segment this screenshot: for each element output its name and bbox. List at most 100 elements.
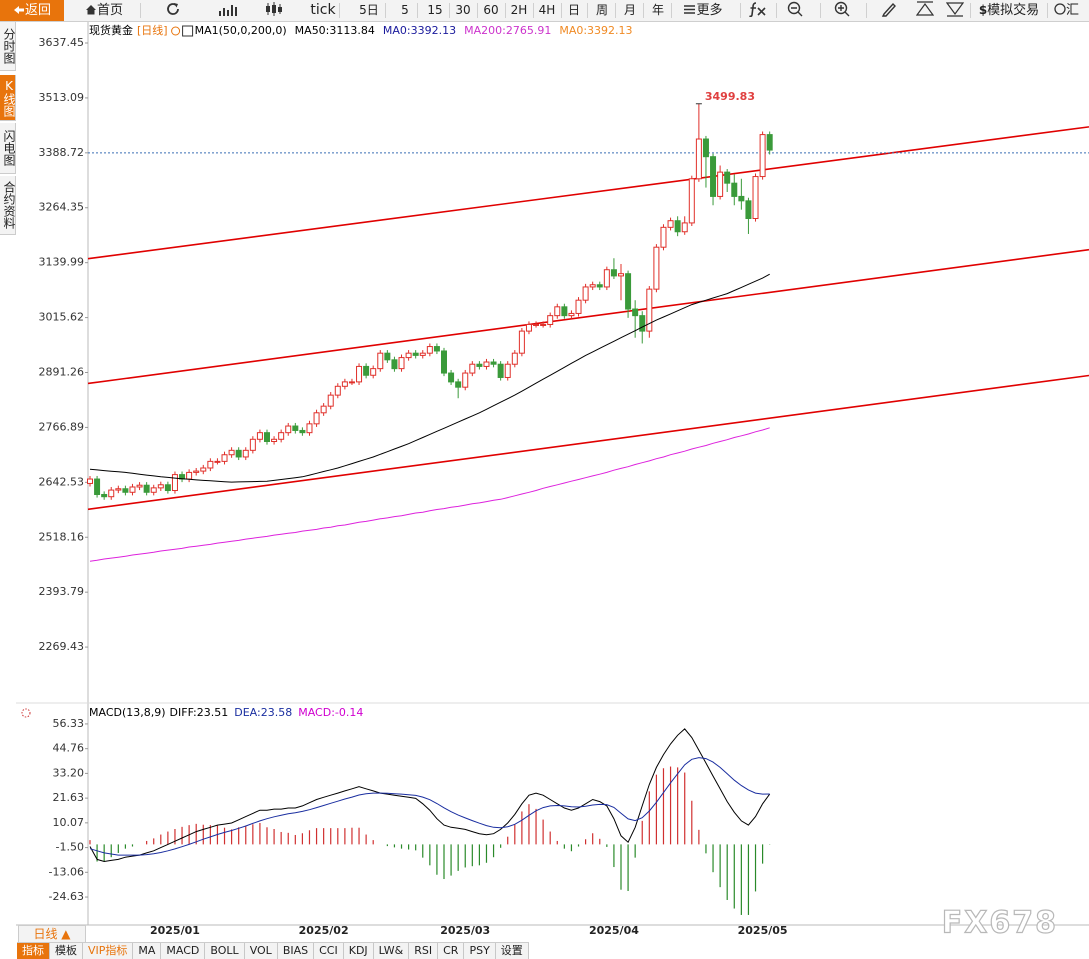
bottom-tab[interactable]: 指标 — [17, 943, 50, 959]
period-label: [日线] — [137, 23, 168, 37]
separator — [561, 3, 562, 18]
separator — [615, 3, 616, 18]
refresh-button[interactable] — [162, 0, 184, 21]
bottom-tab[interactable]: 设置 — [496, 943, 529, 959]
candle-body — [455, 381, 462, 388]
period-item[interactable]: 年 — [651, 3, 664, 17]
candle-body — [249, 438, 256, 451]
circle-icon — [1054, 3, 1066, 15]
separator — [385, 3, 386, 18]
bottom-tab[interactable]: RSI — [409, 943, 439, 959]
x-tick-label: 2025/01 — [150, 924, 200, 937]
period-item[interactable]: 15 — [427, 3, 443, 17]
chart-title: 现货黄金 — [89, 23, 133, 37]
bottom-tab[interactable]: KDJ — [344, 943, 374, 959]
side-tab[interactable]: 闪电图 — [0, 123, 16, 174]
zoom-out-icon — [787, 1, 803, 17]
bottom-tab[interactable]: VIP指标 — [83, 943, 134, 959]
home-button[interactable]: 首页 — [80, 0, 128, 21]
candle-body — [299, 429, 306, 434]
down-button[interactable] — [944, 0, 966, 21]
candle-body — [688, 178, 695, 224]
period-button[interactable]: 日线 ▲ — [18, 925, 86, 943]
candle-body — [363, 365, 370, 376]
draw-button[interactable] — [878, 0, 900, 21]
mountain-chart-button[interactable] — [216, 0, 240, 21]
y-tick-label: 3388.72 — [39, 146, 85, 159]
side-tab[interactable]: 合约资料 — [0, 176, 16, 235]
bottom-tab[interactable]: MACD — [161, 943, 206, 959]
macd-line — [89, 728, 771, 863]
candle-body — [94, 478, 101, 495]
side-tab[interactable]: K线图 — [0, 75, 16, 121]
legend-entry: MA1(50,0,200,0) — [195, 24, 287, 37]
up-button[interactable] — [914, 0, 936, 21]
period-item[interactable]: 4H — [538, 3, 556, 17]
bottom-tab[interactable]: 模板 — [50, 943, 83, 959]
x-tick-label: 2025/02 — [299, 924, 349, 937]
candle-body — [702, 138, 709, 158]
cut-button[interactable]: 汇 — [1054, 0, 1089, 21]
candle-body — [384, 352, 391, 361]
period-item[interactable]: 周 — [595, 3, 608, 17]
bottom-tab[interactable]: BIAS — [278, 943, 315, 959]
zoom-in-button[interactable] — [831, 0, 853, 21]
period-item[interactable]: tick — [310, 2, 336, 18]
bottom-tab[interactable]: VOL — [245, 943, 278, 959]
period-item[interactable]: 月 — [623, 3, 636, 17]
candle-body — [101, 493, 108, 498]
bottom-tab[interactable]: CCI — [314, 943, 344, 959]
menu-icon — [684, 5, 696, 14]
zoom-out-button[interactable] — [784, 0, 806, 21]
candle-body — [271, 438, 278, 442]
y-tick-label: -24.63 — [49, 890, 84, 903]
bottom-tab[interactable]: LW& — [374, 943, 410, 959]
period-item[interactable]: 5 — [401, 3, 409, 17]
trend-line — [87, 374, 1089, 511]
candle-body — [370, 368, 377, 376]
period-icon — [171, 26, 181, 36]
bottom-tab[interactable]: PSY — [464, 943, 496, 959]
y-tick-label: 2518.16 — [39, 530, 85, 543]
candle-body — [603, 269, 610, 288]
period-item[interactable]: 日 — [567, 3, 580, 17]
separator — [417, 3, 418, 18]
candle-body — [738, 195, 745, 202]
candle-body — [348, 381, 355, 384]
back-button[interactable]: 返回 — [0, 0, 64, 21]
period-item[interactable]: 5日 — [359, 3, 379, 17]
separator — [533, 3, 534, 18]
period-item[interactable]: 60 — [483, 3, 499, 17]
candle-body — [405, 352, 412, 359]
candle-body — [157, 484, 164, 489]
side-tab[interactable]: 分时图 — [0, 22, 16, 71]
separator — [587, 3, 588, 18]
separator — [643, 3, 644, 18]
more-button[interactable]: 更多 — [672, 0, 734, 21]
y-tick-label: 2393.79 — [39, 585, 85, 598]
candle-body — [292, 425, 299, 431]
simulate-button[interactable]: $模拟交易 — [974, 0, 1044, 21]
legend-entry: DIFF:23.51 — [170, 706, 229, 719]
separator — [970, 3, 971, 18]
home-icon — [85, 5, 96, 15]
candle-button[interactable] — [262, 0, 286, 21]
x-tick-label: 2025/03 — [440, 924, 490, 937]
candle-body — [207, 460, 214, 469]
bottom-tab[interactable]: BOLL — [205, 943, 245, 959]
chart-icon — [219, 5, 237, 16]
formula-button[interactable] — [746, 0, 770, 21]
candle-body — [660, 226, 667, 248]
y-tick-label: 21.63 — [53, 791, 85, 804]
period-item[interactable]: 30 — [455, 3, 471, 17]
y-tick-label: 3139.99 — [39, 256, 85, 269]
bottom-tab[interactable]: MA — [133, 943, 162, 959]
period-item[interactable]: 2H — [510, 3, 528, 17]
cut-label: 汇 — [1066, 3, 1080, 18]
ma-line — [89, 427, 770, 562]
bottom-tab[interactable]: CR — [438, 943, 465, 959]
candle-body — [462, 372, 469, 388]
separator — [820, 3, 821, 18]
zoom-in-icon — [834, 1, 850, 17]
